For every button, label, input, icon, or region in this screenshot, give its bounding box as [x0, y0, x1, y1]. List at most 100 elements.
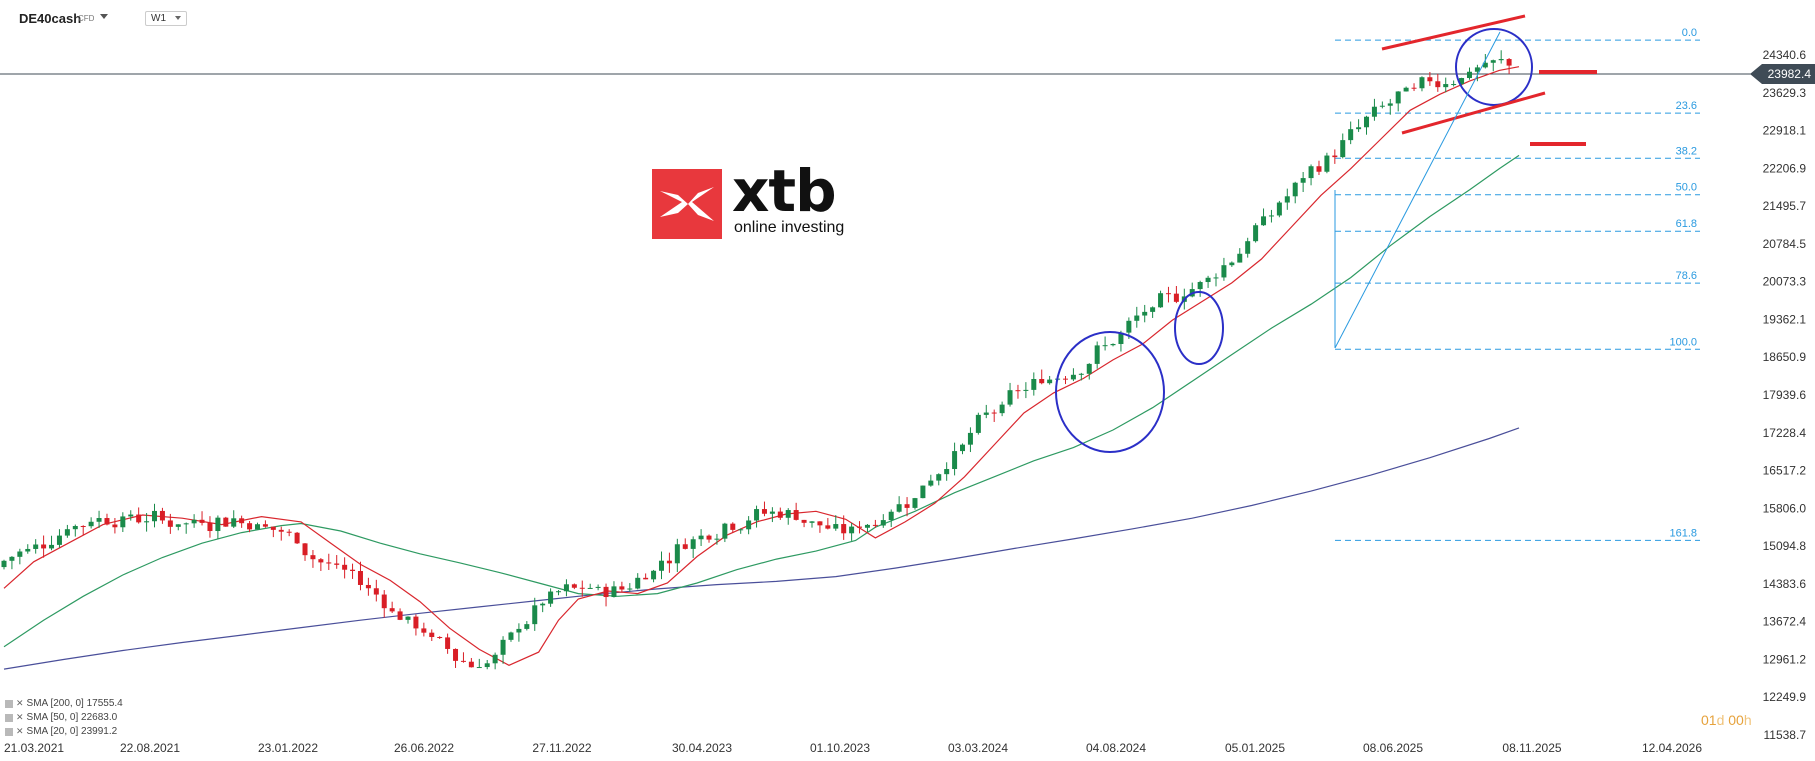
candle-body	[563, 584, 569, 592]
y-tick-label: 13672.4	[1763, 615, 1807, 629]
candle-body	[262, 524, 268, 527]
y-tick-label: 22918.1	[1763, 124, 1807, 138]
candle-body	[532, 605, 538, 625]
candle-body	[635, 577, 641, 589]
candle-body	[350, 569, 356, 572]
candle-body	[1031, 379, 1037, 390]
candle-body	[254, 524, 260, 530]
candle-body	[1134, 315, 1140, 321]
candle-body	[334, 563, 340, 565]
fib-level-label: 78.6	[1676, 270, 1697, 282]
fib-level-label: 100.0	[1669, 336, 1697, 348]
close-icon[interactable]: ✕	[16, 726, 24, 736]
candle-body	[706, 535, 712, 540]
candle-body	[49, 544, 55, 549]
candle-body	[952, 451, 958, 470]
candle-body	[405, 616, 411, 620]
candle-body	[207, 522, 213, 532]
candle-body	[1419, 77, 1425, 89]
candle-body	[397, 611, 403, 620]
candle-body	[1459, 78, 1465, 85]
candle-body	[1173, 293, 1179, 302]
y-tick-label: 21495.7	[1763, 199, 1807, 213]
x-tick-label: 08.11.2025	[1502, 741, 1561, 755]
candle-body	[722, 523, 728, 539]
candle-body	[310, 555, 316, 560]
candle-body	[658, 560, 664, 571]
candle-body	[1062, 378, 1068, 380]
timeframe-select[interactable]: W1	[145, 11, 187, 26]
y-tick-label: 22206.9	[1763, 161, 1807, 175]
candle-body	[888, 511, 894, 521]
legend-sma-200-value: 17555.4	[86, 698, 123, 709]
legend-sma-200[interactable]: ✕ SMA [200, 0] 17555.4	[5, 698, 123, 709]
candle-body	[1047, 379, 1053, 384]
x-tick-label: 08.06.2025	[1363, 741, 1423, 755]
candle-body	[373, 588, 379, 595]
candle-body	[1237, 253, 1243, 263]
settings-icon[interactable]	[5, 727, 13, 736]
candle-body	[183, 523, 189, 525]
close-icon[interactable]: ✕	[16, 698, 24, 708]
candle-countdown: 01d 00h	[1701, 712, 1752, 728]
candle-body	[88, 521, 94, 527]
candle-body	[1498, 59, 1504, 61]
candle-body	[1078, 373, 1084, 375]
settings-icon[interactable]	[5, 699, 13, 708]
candle-body	[1482, 62, 1488, 68]
candle-body	[17, 551, 23, 557]
current-price-tag: 23982.4	[1762, 64, 1815, 85]
candle-body	[1324, 155, 1330, 172]
settings-icon[interactable]	[5, 713, 13, 722]
candle-body	[1379, 105, 1385, 107]
candle-body	[833, 524, 839, 529]
symbol-dropdown-chevron-icon[interactable]	[100, 14, 108, 19]
fib-level-label: 50.0	[1676, 182, 1697, 194]
candle-body	[421, 628, 427, 633]
candle-body	[476, 667, 482, 669]
fib-level-label: 61.8	[1676, 218, 1697, 230]
candle-body	[928, 480, 934, 486]
y-tick-label: 12961.2	[1763, 652, 1807, 666]
candle-body	[357, 571, 363, 585]
candle-body	[627, 588, 633, 590]
candle-body	[1126, 320, 1132, 333]
candle-body	[1451, 84, 1457, 86]
candle-body	[41, 544, 47, 549]
candle-body	[967, 432, 973, 445]
candle-body	[1070, 374, 1076, 380]
candle-body	[342, 564, 348, 570]
candle-body	[1197, 282, 1203, 290]
close-icon[interactable]: ✕	[16, 712, 24, 722]
candle-body	[453, 648, 459, 661]
x-tick-label: 12.04.2026	[1642, 741, 1702, 755]
candle-body	[999, 404, 1005, 414]
candle-body	[1102, 345, 1108, 347]
symbol-name[interactable]: DE40cash	[19, 11, 82, 26]
candle-body	[64, 529, 70, 536]
timeframe-chevron-icon[interactable]	[175, 16, 181, 20]
x-tick-label: 04.08.2024	[1086, 741, 1146, 755]
x-tick-label: 23.01.2022	[258, 741, 318, 755]
candle-body	[714, 538, 720, 540]
legend-sma-20[interactable]: ✕ SMA [20, 0] 23991.2	[5, 726, 117, 737]
candle-body	[1165, 293, 1171, 295]
candle-body	[540, 603, 546, 606]
candle-body	[1205, 277, 1211, 283]
y-tick-label: 20073.3	[1763, 275, 1807, 289]
candle-body	[761, 509, 767, 514]
legend-sma-50[interactable]: ✕ SMA [50, 0] 22683.0	[5, 712, 117, 723]
candle-body	[1316, 166, 1322, 172]
candle-body	[112, 524, 118, 528]
logo-wordmark: xtb	[732, 157, 837, 225]
candle-body	[864, 524, 870, 528]
candle-body	[294, 532, 300, 544]
candle-body	[548, 591, 554, 604]
y-tick-label: 16517.2	[1763, 464, 1807, 478]
candle-body	[643, 577, 649, 580]
candle-body	[1474, 67, 1480, 72]
candle-body	[1371, 106, 1377, 117]
candle-body	[1292, 182, 1298, 197]
countdown-hours: 00	[1728, 712, 1744, 728]
